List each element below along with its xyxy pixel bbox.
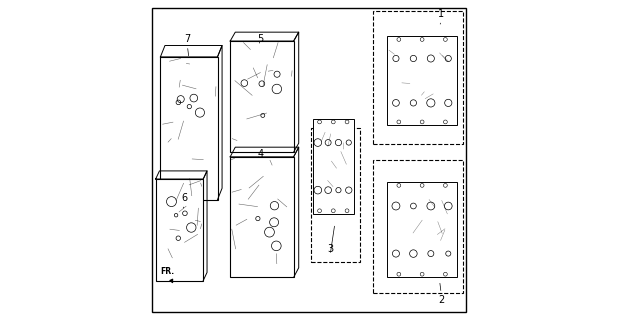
FancyBboxPatch shape (160, 57, 217, 200)
Text: 4: 4 (258, 149, 264, 159)
Text: 2: 2 (438, 295, 444, 305)
Text: FR.: FR. (160, 267, 175, 283)
FancyBboxPatch shape (155, 179, 203, 281)
FancyBboxPatch shape (313, 119, 354, 214)
FancyBboxPatch shape (387, 182, 457, 277)
Text: 7: 7 (184, 35, 191, 44)
Text: 1: 1 (438, 9, 444, 19)
FancyBboxPatch shape (230, 157, 293, 277)
FancyBboxPatch shape (230, 41, 293, 152)
FancyBboxPatch shape (387, 36, 457, 125)
Text: 6: 6 (181, 193, 188, 203)
Text: 3: 3 (327, 244, 333, 254)
Text: 5: 5 (258, 35, 264, 44)
